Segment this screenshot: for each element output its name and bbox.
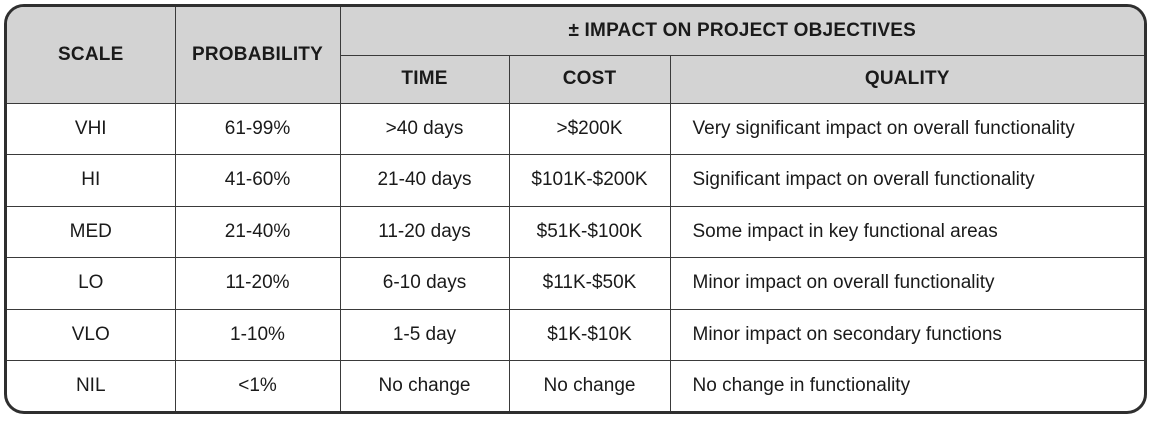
header-time: TIME <box>340 55 509 103</box>
cell-scale: NIL <box>7 361 175 411</box>
cell-probability: 41-60% <box>175 155 340 207</box>
cell-time: 21-40 days <box>340 155 509 207</box>
cell-time: >40 days <box>340 103 509 155</box>
header-quality: QUALITY <box>670 55 1144 103</box>
table-row: VLO 1-10% 1-5 day $1K-$10K Minor impact … <box>7 309 1144 361</box>
table-row: LO 11-20% 6-10 days $11K-$50K Minor impa… <box>7 258 1144 310</box>
cell-probability: <1% <box>175 361 340 411</box>
table-row: VHI 61-99% >40 days >$200K Very signific… <box>7 103 1144 155</box>
header-probability: PROBABILITY <box>175 7 340 103</box>
cell-quality: Minor impact on overall functionality <box>670 258 1144 310</box>
cell-probability: 61-99% <box>175 103 340 155</box>
cell-scale: VLO <box>7 309 175 361</box>
header-scale: SCALE <box>7 7 175 103</box>
cell-time: No change <box>340 361 509 411</box>
table-row: HI 41-60% 21-40 days $101K-$200K Signifi… <box>7 155 1144 207</box>
header-cost: COST <box>509 55 670 103</box>
cell-probability: 21-40% <box>175 206 340 258</box>
risk-scale-table-frame: SCALE PROBABILITY ± IMPACT ON PROJECT OB… <box>4 4 1147 414</box>
risk-scale-table: SCALE PROBABILITY ± IMPACT ON PROJECT OB… <box>7 7 1144 411</box>
cell-cost: No change <box>509 361 670 411</box>
cell-time: 6-10 days <box>340 258 509 310</box>
cell-probability: 1-10% <box>175 309 340 361</box>
cell-scale: HI <box>7 155 175 207</box>
cell-quality: No change in functionality <box>670 361 1144 411</box>
cell-cost: $101K-$200K <box>509 155 670 207</box>
cell-time: 11-20 days <box>340 206 509 258</box>
header-impact-group: ± IMPACT ON PROJECT OBJECTIVES <box>340 7 1144 55</box>
cell-cost: >$200K <box>509 103 670 155</box>
cell-time: 1-5 day <box>340 309 509 361</box>
cell-scale: LO <box>7 258 175 310</box>
table-row: NIL <1% No change No change No change in… <box>7 361 1144 411</box>
cell-quality: Some impact in key functional areas <box>670 206 1144 258</box>
cell-quality: Very significant impact on overall funct… <box>670 103 1144 155</box>
cell-cost: $11K-$50K <box>509 258 670 310</box>
cell-probability: 11-20% <box>175 258 340 310</box>
cell-scale: VHI <box>7 103 175 155</box>
cell-scale: MED <box>7 206 175 258</box>
cell-quality: Significant impact on overall functional… <box>670 155 1144 207</box>
cell-cost: $1K-$10K <box>509 309 670 361</box>
cell-cost: $51K-$100K <box>509 206 670 258</box>
cell-quality: Minor impact on secondary functions <box>670 309 1144 361</box>
table-row: MED 21-40% 11-20 days $51K-$100K Some im… <box>7 206 1144 258</box>
